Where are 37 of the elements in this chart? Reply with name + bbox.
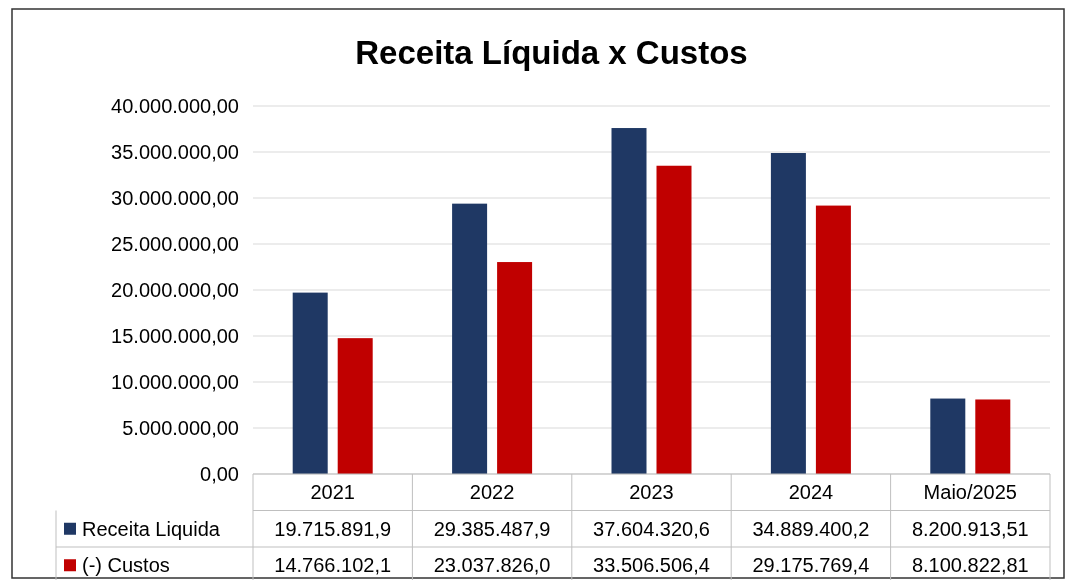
data-label: 8.200.913,51 bbox=[911, 517, 1029, 540]
bar bbox=[497, 262, 533, 474]
bar bbox=[930, 398, 966, 474]
y-tick-label: 25.000.000,00 bbox=[111, 233, 239, 255]
data-label: 23.037.826,0 bbox=[433, 554, 551, 577]
bar bbox=[975, 399, 1011, 474]
y-tick-label: 0,00 bbox=[200, 463, 239, 485]
bar bbox=[452, 203, 488, 474]
data-label: 19.715.891,9 bbox=[274, 517, 392, 540]
data-label: 14.766.102,1 bbox=[274, 554, 392, 577]
y-tick-label: 30.000.000,00 bbox=[111, 187, 239, 209]
y-tick-label: 15.000.000,00 bbox=[111, 325, 239, 347]
y-tick-label: 35.000.000,00 bbox=[111, 141, 239, 163]
bar bbox=[337, 338, 373, 474]
bar bbox=[611, 128, 647, 474]
data-label: 29.175.769,4 bbox=[752, 554, 870, 577]
data-label: 8.100.822,81 bbox=[911, 554, 1029, 577]
x-tick-label: 2024 bbox=[788, 481, 834, 504]
x-tick-label: 2023 bbox=[629, 481, 674, 504]
bar bbox=[656, 165, 692, 474]
legend-label: (-) Custos bbox=[82, 554, 170, 577]
data-label: 33.506.506,4 bbox=[593, 554, 710, 577]
data-label: 37.604.320,6 bbox=[593, 517, 710, 540]
y-tick-label: 20.000.000,00 bbox=[111, 279, 239, 301]
legend-label: Receita Liquida bbox=[82, 517, 221, 540]
chart-title: Receita Líquida x Custos bbox=[355, 34, 748, 71]
y-tick-label: 5.000.000,00 bbox=[122, 417, 239, 439]
y-tick-label: 10.000.000,00 bbox=[111, 371, 239, 393]
bar bbox=[770, 153, 806, 474]
y-tick-label: 40.000.000,00 bbox=[111, 95, 239, 117]
data-label: 34.889.400,2 bbox=[752, 517, 870, 540]
x-tick-label: Maio/2025 bbox=[923, 481, 1017, 504]
x-tick-label: 2022 bbox=[469, 481, 515, 504]
data-label: 29.385.487,9 bbox=[433, 517, 551, 540]
bar bbox=[292, 292, 328, 474]
x-tick-label: 2021 bbox=[310, 481, 355, 504]
bar bbox=[815, 205, 851, 474]
